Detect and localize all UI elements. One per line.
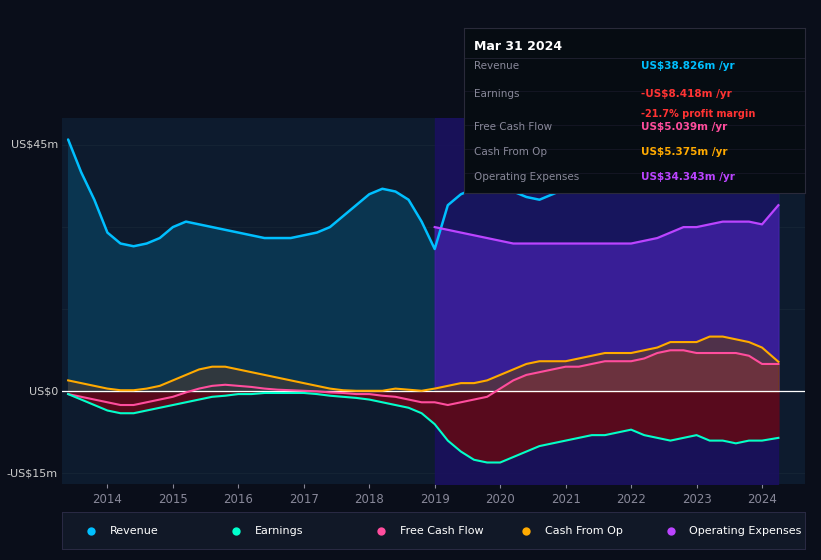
Text: Earnings: Earnings	[255, 526, 303, 535]
Text: US$5.039m /yr: US$5.039m /yr	[641, 122, 727, 132]
Text: US$5.375m /yr: US$5.375m /yr	[641, 147, 727, 157]
Text: Revenue: Revenue	[110, 526, 158, 535]
Text: Cash From Op: Cash From Op	[474, 147, 547, 157]
Text: -US$8.418m /yr: -US$8.418m /yr	[641, 89, 732, 99]
Text: Free Cash Flow: Free Cash Flow	[400, 526, 484, 535]
Text: -21.7% profit margin: -21.7% profit margin	[641, 109, 755, 119]
Text: Free Cash Flow: Free Cash Flow	[474, 122, 553, 132]
Text: Revenue: Revenue	[474, 61, 519, 71]
Text: US$38.826m /yr: US$38.826m /yr	[641, 61, 735, 71]
Text: Operating Expenses: Operating Expenses	[690, 526, 802, 535]
Text: -US$15m: -US$15m	[7, 469, 57, 478]
Text: Earnings: Earnings	[474, 89, 520, 99]
Text: Mar 31 2024: Mar 31 2024	[474, 40, 562, 53]
Text: Cash From Op: Cash From Op	[544, 526, 622, 535]
Text: US$45m: US$45m	[11, 140, 57, 150]
Text: Operating Expenses: Operating Expenses	[474, 172, 580, 182]
Text: US$0: US$0	[29, 386, 57, 396]
Text: US$34.343m /yr: US$34.343m /yr	[641, 172, 735, 182]
